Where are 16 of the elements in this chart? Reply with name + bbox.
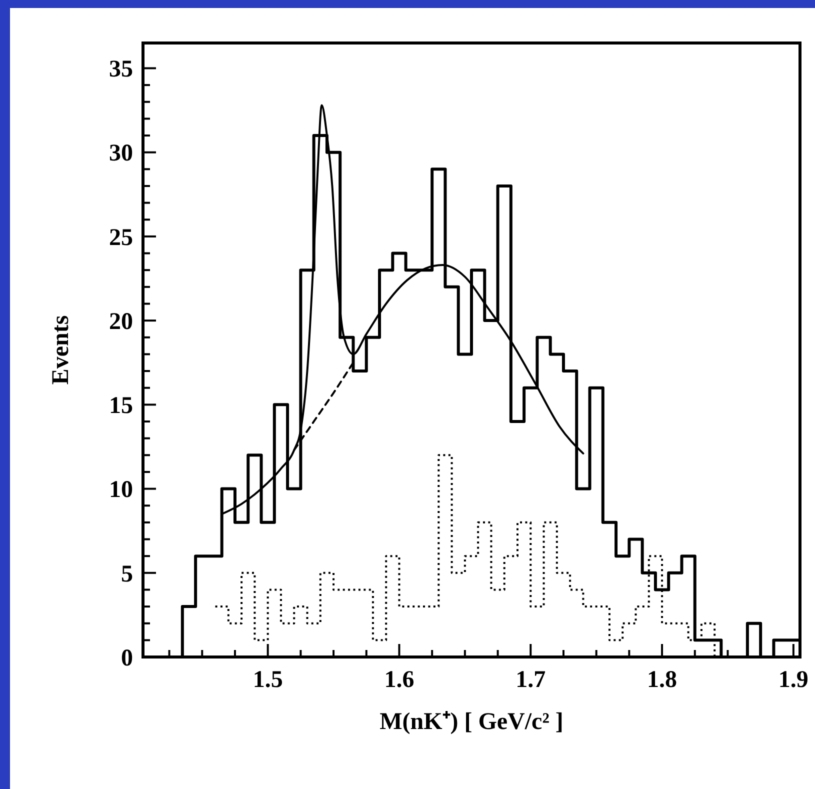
x-tick-label: 1.5 (252, 667, 283, 693)
x-tick-label: 1.7 (516, 667, 546, 693)
y-tick-label: 15 (109, 393, 133, 420)
x-tick-label: 1.6 (384, 667, 414, 693)
y-tick-label: 35 (109, 56, 133, 83)
x-tick-label: 1.9 (778, 667, 808, 693)
y-tick-label: 20 (109, 308, 133, 335)
line-series (293, 362, 354, 452)
y-tick-label: 5 (121, 561, 133, 588)
y-tick-label: 10 (109, 477, 133, 504)
y-tick-label: 0 (121, 645, 133, 672)
y-axis-title: Events (48, 315, 74, 385)
x-axis-title: M(nK⁺) [ GeV/c² ] (380, 709, 564, 735)
y-tick-label: 25 (109, 224, 133, 251)
x-tick-label: 1.8 (647, 667, 678, 693)
y-tick-label: 30 (109, 140, 133, 167)
